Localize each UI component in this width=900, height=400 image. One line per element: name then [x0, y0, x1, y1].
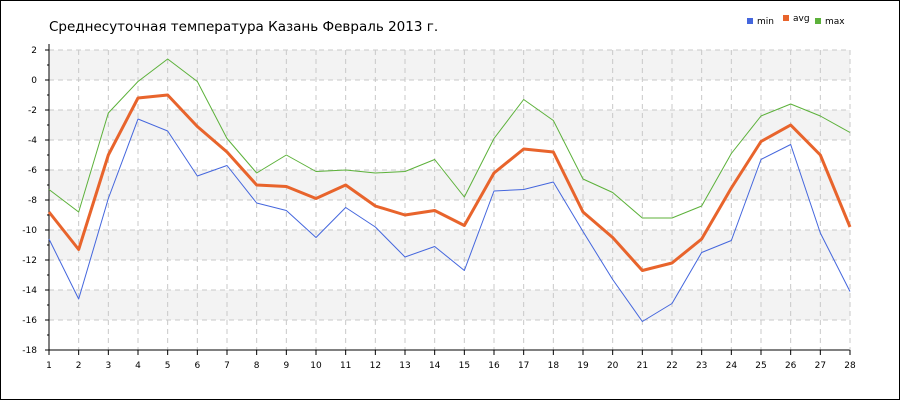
x-tick-label: 1 [46, 361, 52, 371]
x-tick-label: 24 [726, 361, 738, 371]
x-tick-label: 17 [518, 361, 529, 371]
grid-band [49, 110, 850, 140]
chart-title: Среднесуточная температура Казань Феврал… [49, 19, 439, 35]
y-tick-label: -18 [22, 346, 37, 356]
x-tick-label: 16 [488, 361, 500, 371]
x-tick-label: 2 [76, 361, 82, 371]
x-tick-label: 26 [785, 361, 797, 371]
x-tick-label: 19 [577, 361, 589, 371]
x-tick-label: 13 [399, 361, 410, 371]
grid-band [49, 170, 850, 200]
x-tick-label: 4 [135, 361, 141, 371]
x-tick-label: 20 [607, 361, 619, 371]
legend-item-min: min [747, 17, 774, 27]
legend-swatch-max [815, 18, 821, 24]
series-line-avg [47, 93, 852, 272]
x-tick-label: 14 [429, 361, 441, 371]
grid-band [49, 50, 850, 80]
legend-swatch-avg [783, 15, 789, 21]
legend-label-max: max [825, 17, 845, 27]
x-tick-label: 7 [224, 361, 230, 371]
series-line-min [48, 118, 851, 322]
x-tick-label: 28 [844, 361, 856, 371]
legend-swatch-min [747, 18, 753, 24]
x-tick-label: 12 [370, 361, 381, 371]
y-tick-label: -8 [28, 196, 37, 206]
y-tick-label: 0 [31, 76, 37, 86]
legend-item-avg: avg [783, 14, 810, 24]
legend-label-avg: avg [793, 14, 810, 24]
grid-band [49, 230, 850, 260]
y-tick-label: -4 [28, 136, 37, 146]
x-tick-label: 22 [666, 361, 677, 371]
x-tick-label: 27 [815, 361, 826, 371]
y-tick-label: -10 [22, 226, 37, 236]
series-line-max [48, 58, 851, 219]
y-tick-label: -12 [22, 256, 37, 266]
x-tick-label: 10 [310, 361, 322, 371]
x-tick-label: 5 [165, 361, 171, 371]
x-tick-label: 3 [105, 361, 111, 371]
x-tick-label: 9 [283, 361, 289, 371]
y-tick-label: -16 [22, 316, 37, 326]
legend-label-min: min [757, 17, 774, 27]
x-tick-label: 21 [637, 361, 648, 371]
x-tick-label: 8 [254, 361, 260, 371]
y-tick-label: -6 [28, 166, 37, 176]
x-tick-label: 11 [340, 361, 351, 371]
x-tick-label: 6 [194, 361, 200, 371]
x-tick-label: 25 [755, 361, 766, 371]
x-tick-label: 18 [548, 361, 560, 371]
grid-band [49, 290, 850, 320]
y-tick-label: 2 [31, 46, 37, 56]
legend-item-max: max [815, 17, 845, 27]
x-tick-label: 23 [696, 361, 707, 371]
y-tick-label: -2 [28, 106, 37, 116]
x-tick-label: 15 [459, 361, 470, 371]
y-tick-label: -14 [22, 286, 37, 296]
